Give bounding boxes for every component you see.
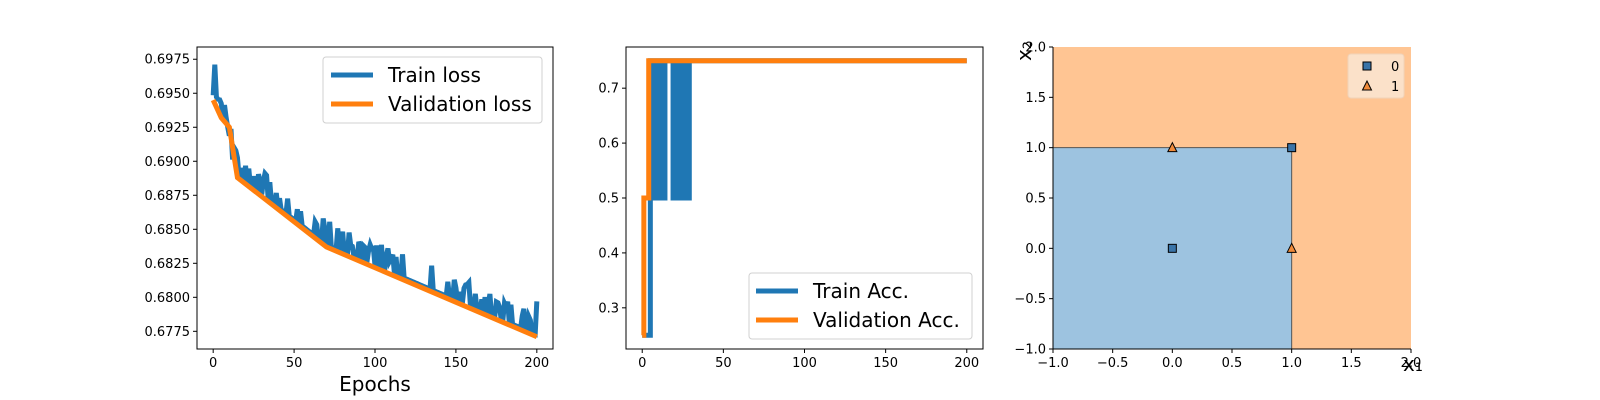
x-tick-label: 200 <box>954 356 979 371</box>
y-axis-label: x₂ <box>1012 41 1036 61</box>
y-tick-label: 0.6900 <box>145 155 191 170</box>
x-tick-label: −1.0 <box>1037 356 1069 371</box>
y-tick-label: 0.6825 <box>145 257 191 272</box>
y-tick-label: 0.0 <box>1025 242 1046 257</box>
data-point-class-1 <box>1167 141 1178 153</box>
x-axis-label: x₁ <box>1403 352 1423 376</box>
x-tick-label: 150 <box>443 356 468 371</box>
legend-box <box>748 272 973 340</box>
x-tick-label: 0 <box>638 356 646 371</box>
legend-marker <box>1361 79 1373 91</box>
y-tick-label: 0.4 <box>598 246 619 261</box>
data-point-class-0 <box>1167 243 1177 253</box>
y-tick-label: 0.5 <box>598 192 619 207</box>
x-tick-label: 50 <box>286 356 303 371</box>
validation-loss-line <box>210 99 538 340</box>
y-tick-label: 0.6975 <box>145 53 191 68</box>
train-acc-line <box>642 58 967 338</box>
x-tick-label: 0.5 <box>1222 356 1243 371</box>
accuracy-plot-area <box>641 58 967 338</box>
x-tick-label: 2.0 <box>1401 356 1422 371</box>
y-tick-label: 0.6875 <box>145 189 191 204</box>
y-tick-label: 0.6950 <box>145 87 191 102</box>
accuracy-legend: Train Acc. Validation Acc. <box>748 272 973 340</box>
loss-legend: Train loss Validation loss <box>322 56 543 124</box>
y-tick-label: 0.6775 <box>145 325 191 340</box>
y-tick-label: −0.5 <box>1014 292 1046 307</box>
y-tick-label: 0.6925 <box>145 121 191 136</box>
x-tick-label: 100 <box>363 356 388 371</box>
legend-label: 1 <box>1391 80 1399 95</box>
legend-label: Validation Acc. <box>813 308 960 332</box>
x-tick-label: 200 <box>524 356 549 371</box>
x-tick-label: 1.0 <box>1281 356 1302 371</box>
x-axis-label: Epochs <box>339 372 411 396</box>
y-tick-label: 0.6850 <box>145 223 191 238</box>
legend-label: Train loss <box>387 63 481 87</box>
y-tick-label: 0.6800 <box>145 291 191 306</box>
y-tick-label: 0.3 <box>598 301 619 316</box>
y-tick-label: 0.5 <box>1025 192 1046 207</box>
x-tick-label: 0 <box>209 356 217 371</box>
x-tick-label: 150 <box>873 356 898 371</box>
data-point-class-1 <box>1286 242 1297 253</box>
legend-label: Validation loss <box>388 92 532 116</box>
regions-legend: 01 <box>1347 53 1405 99</box>
validation-acc-line <box>641 58 967 338</box>
legend-box <box>1347 53 1405 99</box>
y-tick-label: 0.7 <box>598 82 619 97</box>
x-tick-label: −0.5 <box>1097 356 1129 371</box>
x-tick-label: 50 <box>715 356 732 371</box>
x-tick-label: 0.0 <box>1162 356 1183 371</box>
legend-marker <box>1362 61 1372 71</box>
legend-label: Train Acc. <box>812 279 909 303</box>
y-tick-label: 0.6 <box>598 137 619 152</box>
x-tick-label: 1.5 <box>1341 356 1362 371</box>
legend-box <box>322 56 543 124</box>
x-tick-label: 100 <box>792 356 817 371</box>
data-point-class-0 <box>1287 143 1297 153</box>
y-tick-label: 2.0 <box>1025 41 1046 56</box>
y-tick-label: 1.0 <box>1025 141 1046 156</box>
legend-label: 0 <box>1391 60 1399 75</box>
y-tick-label: 1.5 <box>1025 91 1046 106</box>
loss-plot-area <box>210 64 540 340</box>
y-tick-label: −1.0 <box>1014 343 1046 358</box>
